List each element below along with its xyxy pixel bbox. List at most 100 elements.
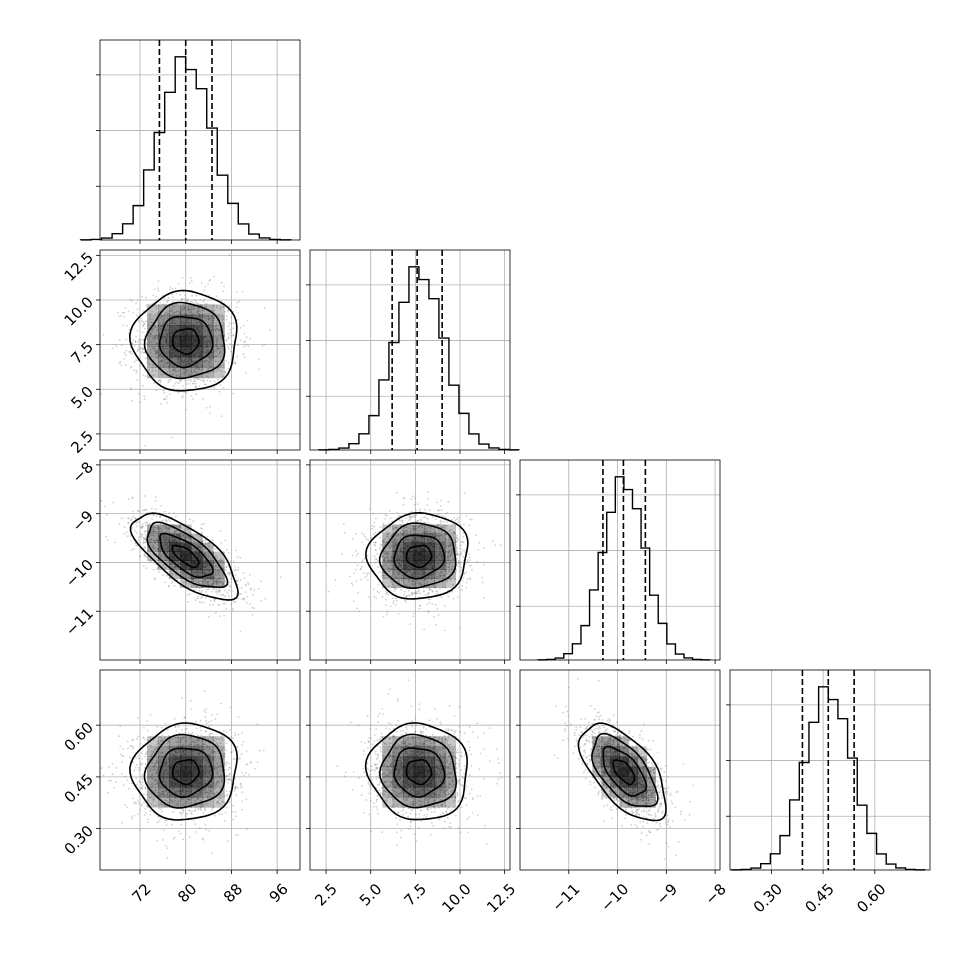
sample-point: [219, 351, 221, 353]
sample-point: [188, 593, 191, 596]
sample-point: [168, 393, 171, 396]
sample-point: [152, 526, 154, 529]
sample-point: [435, 501, 438, 504]
sample-point: [183, 371, 186, 373]
sample-point: [193, 378, 196, 381]
sample-point: [200, 597, 202, 599]
sample-point: [189, 569, 192, 572]
sample-point: [202, 378, 205, 381]
sample-point: [208, 725, 211, 728]
sample-point: [427, 585, 429, 588]
sample-point: [470, 518, 473, 521]
sample-point: [155, 496, 157, 498]
sample-point: [417, 526, 420, 528]
sample-point: [207, 581, 210, 584]
sample-point: [216, 762, 219, 765]
density-cell: [169, 542, 181, 552]
sample-point: [449, 571, 452, 573]
sample-point: [171, 572, 174, 575]
sample-point: [405, 601, 407, 603]
sample-point: [221, 347, 224, 350]
sample-point: [427, 594, 430, 596]
sample-point: [374, 549, 377, 551]
sample-point: [199, 304, 202, 307]
sample-point: [448, 562, 451, 564]
sample-point: [373, 544, 376, 546]
sample-point: [154, 350, 157, 353]
sample-point: [133, 360, 136, 363]
sample-point: [212, 320, 215, 322]
sample-point: [146, 529, 149, 532]
sample-point: [186, 383, 188, 385]
sample-point: [370, 537, 372, 540]
sample-point: [228, 254, 231, 257]
sample-point: [375, 517, 377, 520]
sample-point: [197, 582, 200, 584]
sample-point: [384, 560, 387, 563]
sample-point: [198, 545, 200, 547]
sample-point: [207, 376, 210, 379]
sample-point: [219, 384, 222, 386]
sample-point: [107, 792, 110, 794]
sample-point: [131, 817, 134, 820]
sample-point: [201, 805, 204, 808]
sample-point: [435, 534, 438, 536]
sample-point: [383, 540, 385, 543]
sample-point: [386, 532, 388, 534]
sample-point: [383, 537, 386, 540]
sample-point: [414, 526, 417, 528]
sample-point: [219, 775, 222, 777]
sample-point: [204, 543, 207, 546]
sample-point: [156, 356, 159, 359]
sample-point: [405, 595, 408, 597]
sample-point: [245, 584, 248, 587]
sample-point: [210, 559, 212, 561]
sample-point: [450, 553, 452, 556]
sample-point: [161, 810, 164, 813]
sample-point: [215, 370, 218, 373]
sample-point: [187, 600, 189, 603]
sample-point: [131, 516, 133, 519]
sample-point: [204, 548, 207, 551]
sample-point: [152, 547, 155, 550]
sample-point: [164, 556, 167, 559]
sample-point: [401, 532, 404, 535]
sample-point: [171, 524, 174, 527]
sample-point: [197, 580, 200, 582]
sample-point: [188, 582, 191, 585]
sample-point: [184, 312, 187, 315]
sample-point: [185, 299, 187, 302]
sample-point: [224, 595, 227, 598]
sample-point: [448, 545, 451, 548]
sample-point: [130, 539, 133, 542]
sample-point: [189, 308, 192, 311]
sample-point: [160, 373, 163, 376]
sample-point: [199, 543, 202, 546]
sample-point: [207, 364, 210, 367]
sample-point: [397, 534, 399, 537]
sample-point: [219, 558, 222, 560]
sample-point: [243, 577, 246, 580]
sample-point: [175, 293, 178, 295]
sample-point: [153, 544, 156, 547]
sample-point: [220, 370, 222, 372]
sample-point: [138, 536, 141, 538]
sample-point: [147, 322, 150, 325]
sample-point: [409, 516, 412, 518]
sample-point: [240, 598, 243, 600]
sample-point: [135, 531, 138, 534]
sample-point: [402, 503, 405, 506]
density-cell: [445, 542, 457, 552]
sample-point: [451, 551, 454, 554]
sample-point: [171, 369, 174, 372]
sample-point: [236, 355, 239, 358]
sample-point: [174, 565, 177, 568]
density-layer: [100, 690, 265, 859]
sample-point: [172, 369, 175, 372]
sample-point: [166, 401, 169, 404]
sample-point: [458, 560, 461, 563]
sample-point: [134, 542, 137, 545]
sample-point: [214, 718, 217, 720]
sample-point: [428, 526, 430, 529]
